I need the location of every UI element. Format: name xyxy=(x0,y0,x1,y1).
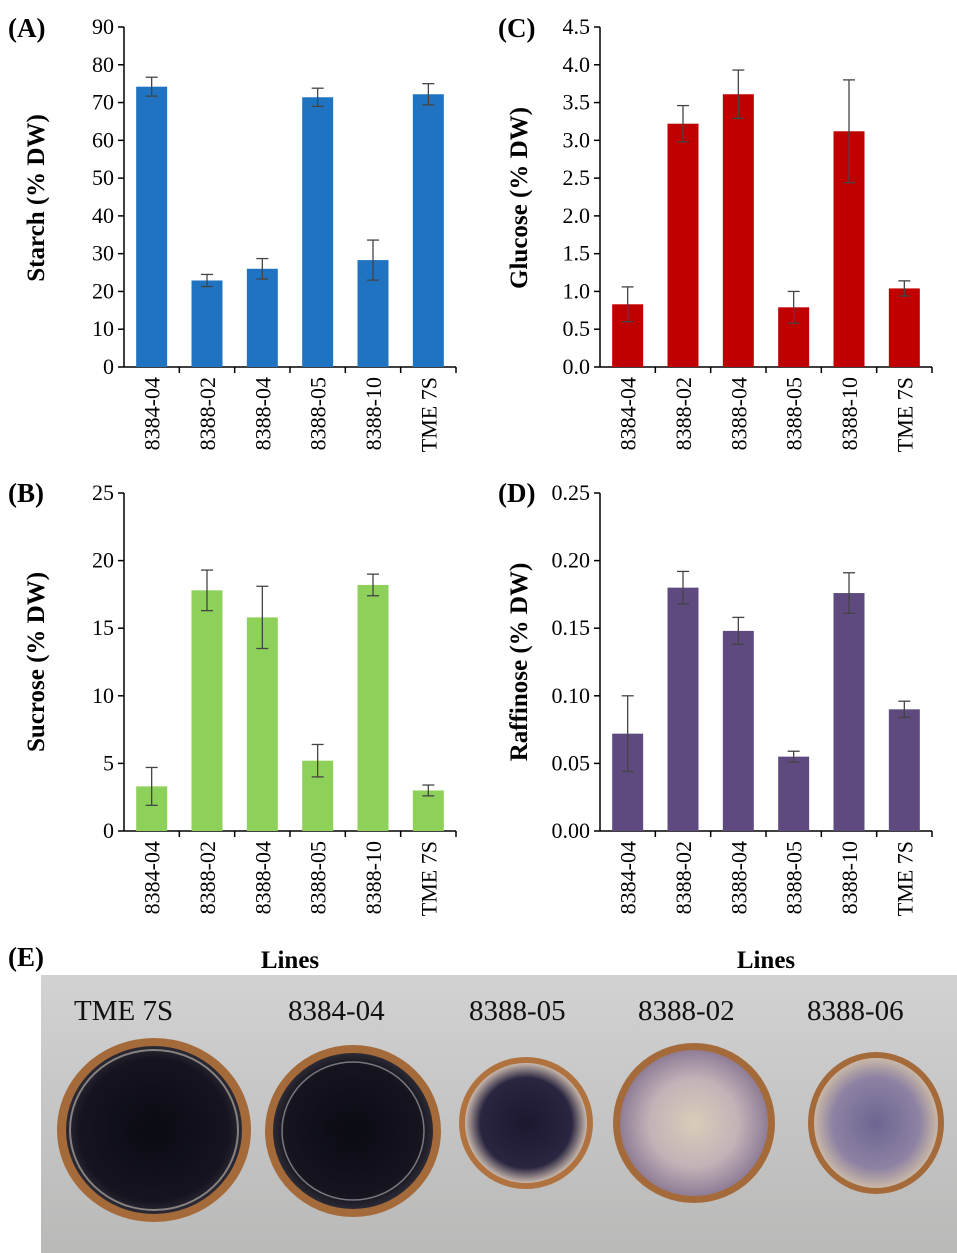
y-tick-label: 70 xyxy=(92,90,114,115)
x-tick-label: 8388-02 xyxy=(671,841,696,914)
bar-8388-04 xyxy=(247,617,278,831)
x-tick-label: 8388-05 xyxy=(782,377,807,450)
y-tick-label: 0.0 xyxy=(563,354,591,379)
y-tick-label: 20 xyxy=(92,548,114,573)
bar-8388-05 xyxy=(302,97,333,367)
y-axis-label: Glucose (% DW) xyxy=(506,107,533,289)
y-tick-label: 0 xyxy=(103,818,114,843)
panel-label: (A) xyxy=(8,13,45,43)
y-tick-label: 5 xyxy=(103,750,114,775)
charts-canvas: (A)Starch (% DW)01020304050607080908384-… xyxy=(0,0,957,975)
panel-label-e: (E) xyxy=(8,942,44,972)
chart-panel-d: (D) Raffinose (% DW) 0.00 0.05 0.10 0.15 0.20 0… xyxy=(498,478,932,974)
x-tick-label: 8388-10 xyxy=(837,841,862,914)
photo-label-8388-06: 8388-06 xyxy=(807,995,904,1028)
chart-panel-c: (C) Glucose (% DW) 0.0 0.5 1.0 1.5 2.0 2.5 3.0 3.… xyxy=(498,13,932,452)
y-axis-label: Sucrose (% DW) xyxy=(23,572,50,752)
y-tick-label: 0.10 xyxy=(552,683,591,708)
bar-tme-7s xyxy=(889,288,920,367)
bar-tme-7s xyxy=(413,94,444,367)
x-tick-label: TME 7S xyxy=(416,377,441,452)
x-tick-label: 8384-04 xyxy=(616,377,641,450)
root-cross-section-photo: TME 7S 8384-04 8388-05 8388-02 8388-06 xyxy=(41,975,957,1253)
y-tick-label: 0.20 xyxy=(552,548,591,573)
x-tick-label: TME 7S xyxy=(892,377,917,452)
x-tick-label: 8388-04 xyxy=(726,841,751,914)
y-tick-label: 15 xyxy=(92,615,114,640)
x-tick-label: 8388-04 xyxy=(726,377,751,450)
y-tick-label: 4.0 xyxy=(563,52,591,77)
y-tick-label: 30 xyxy=(92,241,114,266)
x-tick-label: 8388-05 xyxy=(306,841,331,914)
panel-label: (C) xyxy=(498,13,535,43)
y-tick-label: 4.5 xyxy=(563,14,591,39)
bar-8384-04 xyxy=(136,87,167,367)
x-tick-label: 8388-10 xyxy=(361,841,386,914)
x-tick-label: 8388-10 xyxy=(837,377,862,450)
x-tick-label: 8388-02 xyxy=(195,841,220,914)
x-tick-label: 8384-04 xyxy=(616,841,641,914)
photo-label-tme-7s: TME 7S xyxy=(74,995,173,1028)
bar-8388-04 xyxy=(723,94,754,367)
bar-8388-10 xyxy=(358,585,389,831)
bar-8388-02 xyxy=(192,280,223,367)
y-tick-label: 80 xyxy=(92,52,114,77)
y-tick-label: 0.00 xyxy=(552,818,591,843)
y-tick-label: 3.0 xyxy=(563,127,591,152)
y-tick-label: 0.15 xyxy=(552,615,591,640)
y-tick-label: 0.5 xyxy=(563,316,591,341)
y-tick-label: 3.5 xyxy=(563,90,591,115)
x-tick-label: TME 7S xyxy=(416,841,441,916)
y-tick-label: 1.5 xyxy=(563,241,591,266)
y-tick-label: 0.25 xyxy=(552,480,591,505)
bar-tme-7s xyxy=(413,790,444,831)
y-axis-label: Raffinose (% DW) xyxy=(506,563,533,762)
photo-label-8388-02: 8388-02 xyxy=(638,995,735,1028)
y-tick-label: 10 xyxy=(92,316,114,341)
bar-8388-02 xyxy=(668,588,699,831)
bar-8388-10 xyxy=(834,593,865,831)
y-tick-label: 2.0 xyxy=(563,203,591,228)
photo-label-8388-05: 8388-05 xyxy=(469,995,566,1028)
x-tick-label: 8388-02 xyxy=(195,377,220,450)
x-tick-label: 8384-04 xyxy=(140,841,165,914)
panel-label: (D) xyxy=(498,478,535,508)
x-tick-label: 8388-05 xyxy=(306,377,331,450)
x-axis-label: Lines xyxy=(737,947,796,974)
y-tick-label: 1.0 xyxy=(563,278,591,303)
x-tick-label: 8388-05 xyxy=(782,841,807,914)
y-axis-label: Starch (% DW) xyxy=(23,114,50,282)
bar-tme-7s xyxy=(889,709,920,831)
x-tick-label: 8388-02 xyxy=(671,377,696,450)
photo-label-8384-04: 8384-04 xyxy=(288,995,385,1028)
y-tick-label: 10 xyxy=(92,683,114,708)
chart-panel-b: (B) Sucrose (% DW) 0 5 10 15 20 25 8384-04 8388-0… xyxy=(8,478,456,974)
y-tick-label: 0 xyxy=(103,354,114,379)
x-tick-label: 8388-10 xyxy=(361,377,386,450)
panel-label: (B) xyxy=(8,478,44,508)
chart-panel-a: (A) Starch (% DW) 0 10 20 30 40 50 60 70 80 90 8384-… xyxy=(8,13,456,452)
bar-8388-04 xyxy=(723,631,754,831)
x-tick-label: 8388-04 xyxy=(250,841,275,914)
y-tick-label: 25 xyxy=(92,480,114,505)
bar-8388-04 xyxy=(247,269,278,367)
y-tick-label: 0.05 xyxy=(552,750,591,775)
x-tick-label: TME 7S xyxy=(892,841,917,916)
y-tick-label: 90 xyxy=(92,14,114,39)
y-tick-label: 20 xyxy=(92,278,114,303)
x-axis-label: Lines xyxy=(261,947,320,974)
y-tick-label: 60 xyxy=(92,127,114,152)
y-tick-label: 40 xyxy=(92,203,114,228)
bar-8388-02 xyxy=(668,124,699,367)
x-tick-label: 8384-04 xyxy=(140,377,165,450)
y-tick-label: 2.5 xyxy=(563,165,591,190)
bar-8388-02 xyxy=(192,590,223,831)
x-tick-label: 8388-04 xyxy=(250,377,275,450)
y-tick-label: 50 xyxy=(92,165,114,190)
bar-8388-05 xyxy=(778,757,809,831)
